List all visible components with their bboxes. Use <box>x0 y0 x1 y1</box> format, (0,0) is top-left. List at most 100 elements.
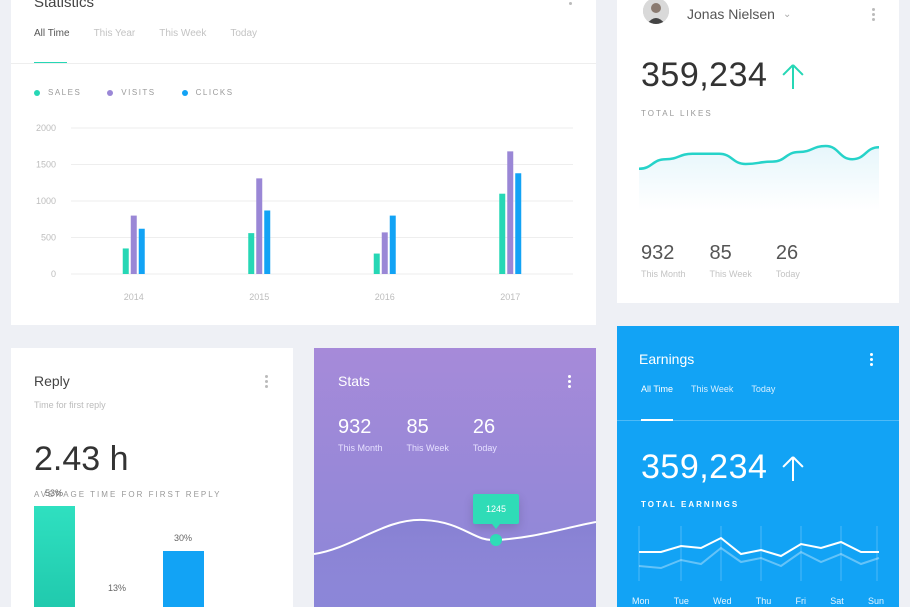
stats-card: Stats 932 This Month 85 This Week 26 Tod… <box>314 348 596 607</box>
reply-bar <box>34 505 75 607</box>
chevron-down-icon: ⌄ <box>782 8 792 20</box>
reply-bar-label: 53% <box>45 487 64 498</box>
earnings-shadow-line <box>638 546 880 570</box>
reply-menu-icon[interactable] <box>265 375 268 388</box>
tab-today[interactable]: Today <box>230 28 258 39</box>
stat-this-month: 932 This Month <box>641 242 686 279</box>
legend-label-visits: VISITS <box>121 88 156 97</box>
stat-value: 26 <box>775 242 799 264</box>
tab-this-week[interactable]: This Week <box>691 384 734 394</box>
stats-mini-stats: 932 This Month 85 This Week 26 Today <box>338 416 497 453</box>
legend-item-clicks: CLICKS <box>181 88 234 97</box>
earnings-title: Earnings <box>639 351 695 367</box>
divider <box>617 420 899 421</box>
stat-value: 85 <box>406 416 429 438</box>
x-tick-label: 2016 <box>375 292 395 302</box>
earnings-card: Earnings All Time This Week Today 359,23… <box>617 326 899 607</box>
y-tick-label: 1500 <box>36 160 56 170</box>
legend-item-visits: VISITS <box>107 88 155 97</box>
tab-this-week[interactable]: This Week <box>159 28 207 39</box>
total-earnings-label: TOTAL EARNINGS <box>641 500 740 509</box>
stat-label: This Week <box>709 269 752 279</box>
day-label: Fri <box>795 596 807 606</box>
reply-subtitle: Time for first reply <box>34 400 106 410</box>
bar-visits-2014 <box>130 215 137 274</box>
y-tick-label: 2000 <box>36 123 56 133</box>
stat-label: This Week <box>406 443 449 453</box>
user-name-dropdown[interactable]: Jonas Nielsen ⌄ <box>687 6 791 22</box>
stat-value: 932 <box>338 416 372 438</box>
legend-label-sales: SALES <box>48 88 82 97</box>
tab-all-time[interactable]: All Time <box>641 384 674 394</box>
statistics-menu-icon[interactable] <box>569 0 572 5</box>
stat-label: Today <box>775 269 800 279</box>
tab-all-time[interactable]: All Time <box>34 28 70 39</box>
legend-dot-sales <box>34 89 40 96</box>
stats-title: Stats <box>338 373 370 389</box>
arrow-up-icon <box>792 457 794 481</box>
wave-area <box>314 519 596 607</box>
legend-label-clicks: CLICKS <box>195 88 234 97</box>
bar-sales-2015 <box>248 233 255 274</box>
tab-today[interactable]: Today <box>751 384 776 394</box>
reply-bar-label: 13% <box>108 583 127 593</box>
total-earnings-value: 359,234 <box>641 448 768 486</box>
stat-value: 26 <box>472 416 496 438</box>
bar-visits-2017 <box>507 151 514 274</box>
reply-bar <box>163 550 204 607</box>
stats-menu-icon[interactable] <box>568 375 571 388</box>
total-likes-value: 359,234 <box>641 56 768 94</box>
stat-label: This Month <box>338 443 383 453</box>
stats-wave-chart <box>314 518 596 607</box>
bar-visits-2015 <box>256 178 263 274</box>
earnings-tabs: All Time This Week Today <box>641 384 775 394</box>
bar-visits-2016 <box>381 232 388 274</box>
y-tick-label: 500 <box>41 233 56 243</box>
y-tick-label: 0 <box>51 269 56 279</box>
day-label: Sun <box>867 596 884 606</box>
reply-card: Reply Time for first reply 2.43 h AVERAG… <box>11 348 293 607</box>
bar-sales-2014 <box>122 248 129 274</box>
stat-label: This Month <box>641 269 686 279</box>
bar-sales-2016 <box>373 253 380 274</box>
legend-dot-clicks <box>181 89 188 96</box>
likes-line <box>638 144 880 171</box>
x-tick-label: 2017 <box>500 292 520 302</box>
earnings-days-axis: Mon Tue Wed Thu Fri Sat Sun <box>632 596 884 606</box>
bar-clicks-2014 <box>138 228 145 274</box>
reply-title: Reply <box>34 373 70 389</box>
statistics-title: Statistics <box>34 0 95 11</box>
likes-trend-chart <box>638 144 880 210</box>
reply-bar-label: 30% <box>174 532 193 543</box>
earnings-menu-icon[interactable] <box>870 353 873 366</box>
legend-item-sales: SALES <box>34 88 81 97</box>
total-likes-label: TOTAL LIKES <box>641 109 713 118</box>
statistics-tabs: All Time This Year This Week Today <box>34 28 257 39</box>
stat-value: 932 <box>641 242 675 264</box>
user-name: Jonas Nielsen <box>687 6 775 22</box>
avatar[interactable] <box>643 0 669 24</box>
x-tick-label: 2014 <box>124 292 144 302</box>
day-label: Sat <box>830 596 844 606</box>
chart-legend: SALES VISITS CLICKS <box>34 88 234 97</box>
wave-line <box>314 518 596 555</box>
y-tick-label: 1000 <box>36 196 56 206</box>
likes-area <box>639 146 879 210</box>
stat-this-week: 85 This Week <box>407 416 449 453</box>
statistics-card: Statistics All Time This Year This Week … <box>11 0 596 325</box>
active-tab-indicator <box>641 419 673 421</box>
tab-this-year[interactable]: This Year <box>93 28 136 39</box>
profile-likes-card: Jonas Nielsen ⌄ 359,234 TOTAL LIKES 932 … <box>617 0 899 303</box>
bar-sales-2017 <box>499 193 506 274</box>
stat-today: 26 Today <box>776 242 800 279</box>
profile-menu-icon[interactable] <box>872 8 875 21</box>
stat-today: 26 Today <box>473 416 497 453</box>
stat-this-month: 932 This Month <box>338 416 383 453</box>
reply-time-value: 2.43 h <box>34 440 129 478</box>
x-tick-label: 2015 <box>249 292 269 302</box>
value-tooltip: 1245 <box>473 494 519 529</box>
statistics-bar-chart: 2000 1500 1000 500 0 2014 2015 2016 2017 <box>36 123 573 302</box>
stat-value: 85 <box>709 242 732 264</box>
bar-clicks-2016 <box>389 215 396 274</box>
bar-clicks-2017 <box>515 173 522 274</box>
